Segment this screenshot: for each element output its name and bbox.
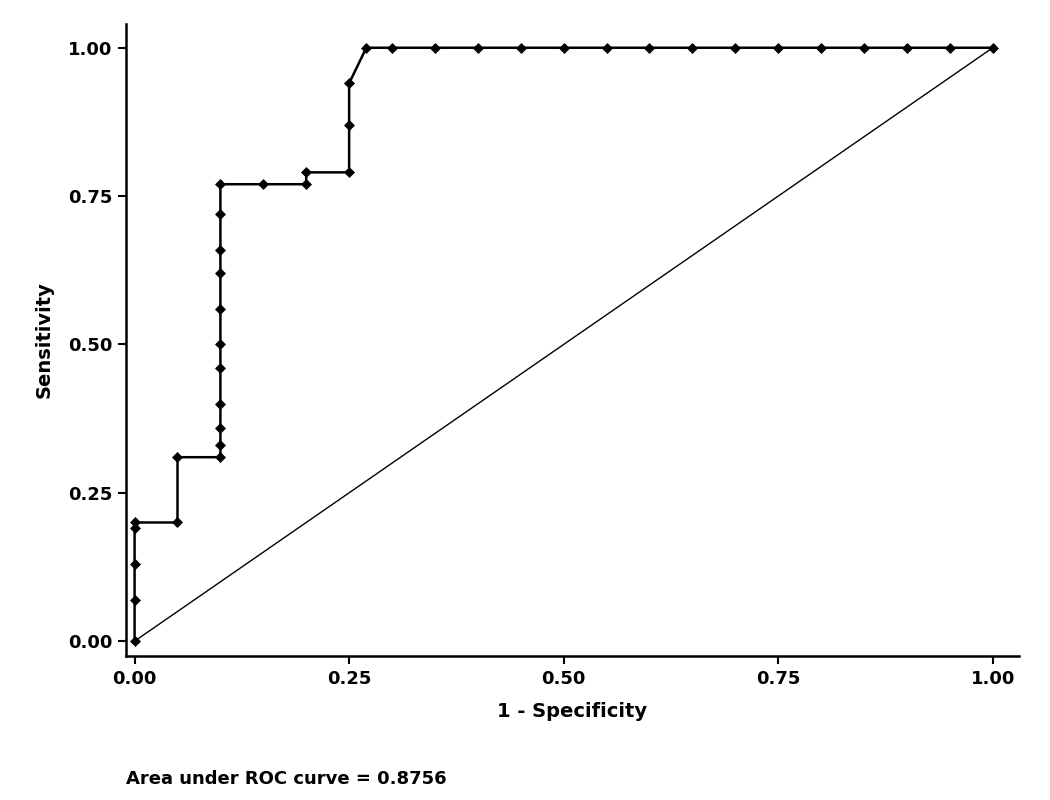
Text: Area under ROC curve = 0.8756: Area under ROC curve = 0.8756: [126, 770, 446, 788]
Y-axis label: Sensitivity: Sensitivity: [35, 282, 54, 398]
X-axis label: 1 - Specificity: 1 - Specificity: [498, 702, 647, 721]
